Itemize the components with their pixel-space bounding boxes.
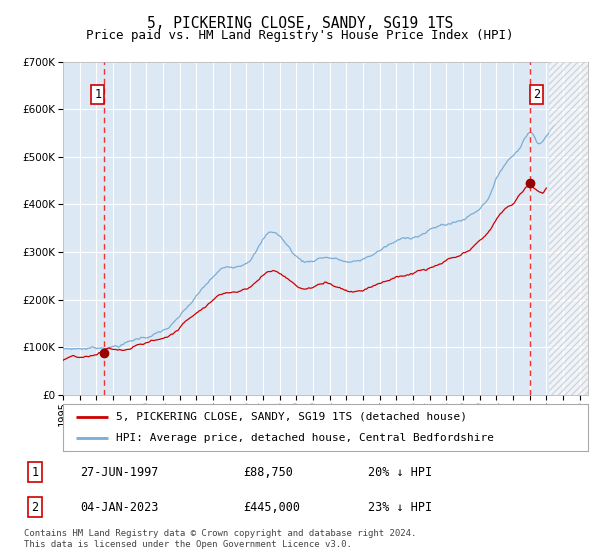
Text: 1: 1	[94, 88, 101, 101]
Text: 2: 2	[31, 501, 38, 514]
Text: Price paid vs. HM Land Registry's House Price Index (HPI): Price paid vs. HM Land Registry's House …	[86, 29, 514, 42]
Text: 27-JUN-1997: 27-JUN-1997	[80, 465, 158, 479]
Text: 5, PICKERING CLOSE, SANDY, SG19 1TS: 5, PICKERING CLOSE, SANDY, SG19 1TS	[147, 16, 453, 31]
Text: HPI: Average price, detached house, Central Bedfordshire: HPI: Average price, detached house, Cent…	[115, 433, 493, 444]
Text: £445,000: £445,000	[244, 501, 301, 514]
Bar	[549, 62, 588, 395]
Text: 1: 1	[31, 465, 38, 479]
Text: £88,750: £88,750	[244, 465, 293, 479]
Text: 5, PICKERING CLOSE, SANDY, SG19 1TS (detached house): 5, PICKERING CLOSE, SANDY, SG19 1TS (det…	[115, 412, 467, 422]
Text: Contains HM Land Registry data © Crown copyright and database right 2024.
This d: Contains HM Land Registry data © Crown c…	[24, 529, 416, 549]
Text: 23% ↓ HPI: 23% ↓ HPI	[368, 501, 432, 514]
Text: 2: 2	[533, 88, 540, 101]
Text: 20% ↓ HPI: 20% ↓ HPI	[368, 465, 432, 479]
Text: 04-JAN-2023: 04-JAN-2023	[80, 501, 158, 514]
